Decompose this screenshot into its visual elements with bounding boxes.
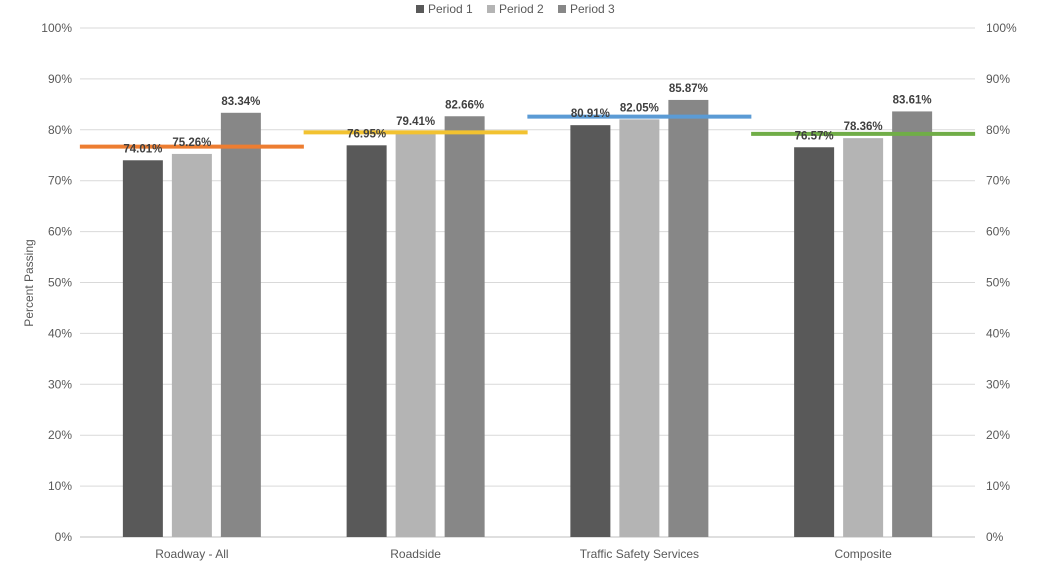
- y-tick-label: 80%: [48, 123, 72, 137]
- category-label: Roadway - All: [155, 547, 228, 561]
- y-tick-label-right: 30%: [986, 377, 1010, 391]
- data-label: 76.57%: [795, 130, 834, 142]
- y-tick-label: 90%: [48, 72, 72, 86]
- y-tick-label-right: 100%: [986, 21, 1017, 35]
- y-tick-label: 20%: [48, 428, 72, 442]
- category-label: Roadside: [390, 547, 441, 561]
- bar: [220, 112, 261, 537]
- y-tick-label: 100%: [41, 21, 72, 35]
- data-labels: 74.01% 75.26% 83.34% 76.95% 79.41% 82.66% 80.9…: [123, 83, 931, 155]
- bar: [892, 111, 933, 537]
- category-label: Traffic Safety Services: [580, 547, 699, 561]
- y-tick-label: 50%: [48, 276, 72, 290]
- bars: [122, 99, 933, 538]
- data-label: 83.34%: [221, 96, 260, 108]
- bar: [843, 138, 884, 538]
- bar: [619, 119, 660, 537]
- data-label: 82.05%: [620, 102, 659, 114]
- legend-label: Period 1: [428, 2, 473, 16]
- bar: [346, 145, 387, 537]
- legend-swatch: [558, 5, 566, 13]
- y-tick-label: 30%: [48, 377, 72, 391]
- y-tick-label-right: 10%: [986, 479, 1010, 493]
- bar: [794, 147, 835, 537]
- bar: [122, 160, 163, 537]
- y-tick-label-right: 0%: [986, 530, 1004, 544]
- data-label: 85.87%: [669, 83, 708, 95]
- y-tick-label: 70%: [48, 174, 72, 188]
- y-axis-title: Percent Passing: [22, 239, 36, 326]
- data-label: 76.95%: [347, 128, 386, 140]
- legend-swatch: [416, 5, 424, 13]
- y-tick-label: 60%: [48, 225, 72, 239]
- y-tick-label-right: 90%: [986, 72, 1010, 86]
- y-tick-label-right: 40%: [986, 326, 1010, 340]
- y-tick-label: 10%: [48, 479, 72, 493]
- y-tick-label-right: 70%: [986, 174, 1010, 188]
- data-label: 75.26%: [172, 137, 211, 149]
- y-tick-label-right: 20%: [986, 428, 1010, 442]
- legend-label: Period 2: [499, 2, 544, 16]
- y-tick-label: 0%: [55, 530, 73, 544]
- data-label: 80.91%: [571, 108, 610, 120]
- bar: [444, 116, 485, 538]
- y-tick-label-right: 80%: [986, 123, 1010, 137]
- data-label: 74.01%: [123, 143, 162, 155]
- y-tick-label-right: 50%: [986, 276, 1010, 290]
- target-lines: [79, 114, 976, 149]
- category-label: Composite: [834, 547, 892, 561]
- bar: [668, 99, 709, 538]
- data-label: 79.41%: [396, 116, 435, 128]
- gridlines: [80, 27, 975, 538]
- legend: Period 1 Period 2 Period 3: [416, 2, 615, 16]
- legend-label: Period 3: [570, 2, 615, 16]
- bar: [395, 132, 436, 537]
- y-axis-left: 0% 10% 20% 30% 40% 50% 60% 70% 80% 90% 100%: [41, 21, 72, 544]
- data-label: 78.36%: [844, 121, 883, 133]
- bar: [570, 125, 611, 538]
- y-tick-label: 40%: [48, 326, 72, 340]
- data-label: 82.66%: [445, 99, 484, 111]
- legend-swatch: [487, 5, 495, 13]
- data-label: 83.61%: [893, 94, 932, 106]
- x-axis: Roadway - All Roadside Traffic Safety Serv…: [155, 547, 892, 561]
- y-axis-right: 0% 10% 20% 30% 40% 50% 60% 70% 80% 90% 100%: [986, 21, 1017, 544]
- bar: [171, 153, 212, 537]
- y-tick-label-right: 60%: [986, 225, 1010, 239]
